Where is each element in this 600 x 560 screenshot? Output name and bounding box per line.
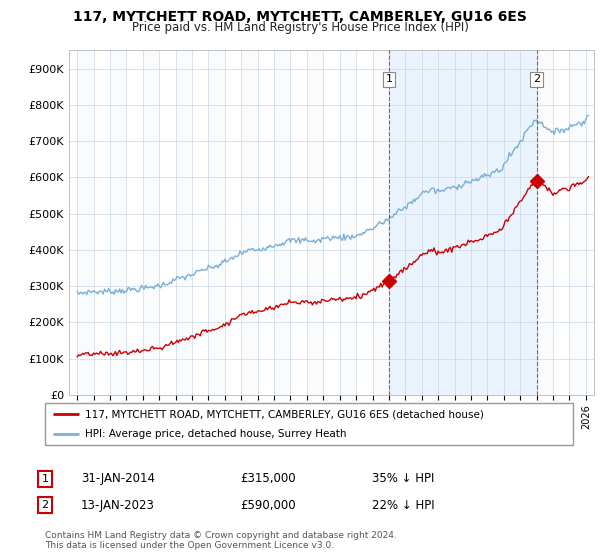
Text: 13-JAN-2023: 13-JAN-2023 — [81, 498, 155, 512]
Bar — [536, 50, 553, 395]
Bar — [406, 50, 422, 395]
Bar — [176, 50, 192, 395]
Bar — [307, 50, 323, 395]
Bar — [471, 50, 487, 395]
Text: 22% ↓ HPI: 22% ↓ HPI — [372, 498, 434, 512]
Bar — [504, 50, 520, 395]
Bar — [438, 50, 455, 395]
Text: 2: 2 — [41, 500, 49, 510]
Text: Price paid vs. HM Land Registry's House Price Index (HPI): Price paid vs. HM Land Registry's House … — [131, 21, 469, 34]
Bar — [241, 50, 257, 395]
Bar — [340, 50, 356, 395]
Text: HPI: Average price, detached house, Surrey Heath: HPI: Average price, detached house, Surr… — [85, 429, 346, 438]
Text: Contains HM Land Registry data © Crown copyright and database right 2024.
This d: Contains HM Land Registry data © Crown c… — [45, 531, 397, 550]
Bar — [274, 50, 290, 395]
Text: 1: 1 — [385, 74, 392, 85]
Text: 35% ↓ HPI: 35% ↓ HPI — [372, 472, 434, 486]
Text: 117, MYTCHETT ROAD, MYTCHETT, CAMBERLEY, GU16 6ES (detached house): 117, MYTCHETT ROAD, MYTCHETT, CAMBERLEY,… — [85, 409, 484, 419]
Text: 117, MYTCHETT ROAD, MYTCHETT, CAMBERLEY, GU16 6ES: 117, MYTCHETT ROAD, MYTCHETT, CAMBERLEY,… — [73, 10, 527, 24]
Bar — [77, 50, 94, 395]
Bar — [208, 50, 225, 395]
FancyBboxPatch shape — [45, 403, 573, 445]
Bar — [110, 50, 127, 395]
Text: £590,000: £590,000 — [240, 498, 296, 512]
Text: £315,000: £315,000 — [240, 472, 296, 486]
Text: 31-JAN-2014: 31-JAN-2014 — [81, 472, 155, 486]
Bar — [373, 50, 389, 395]
Text: 2: 2 — [533, 74, 540, 85]
Bar — [389, 50, 536, 395]
Bar — [569, 50, 586, 395]
Text: 1: 1 — [41, 474, 49, 484]
Bar — [143, 50, 159, 395]
